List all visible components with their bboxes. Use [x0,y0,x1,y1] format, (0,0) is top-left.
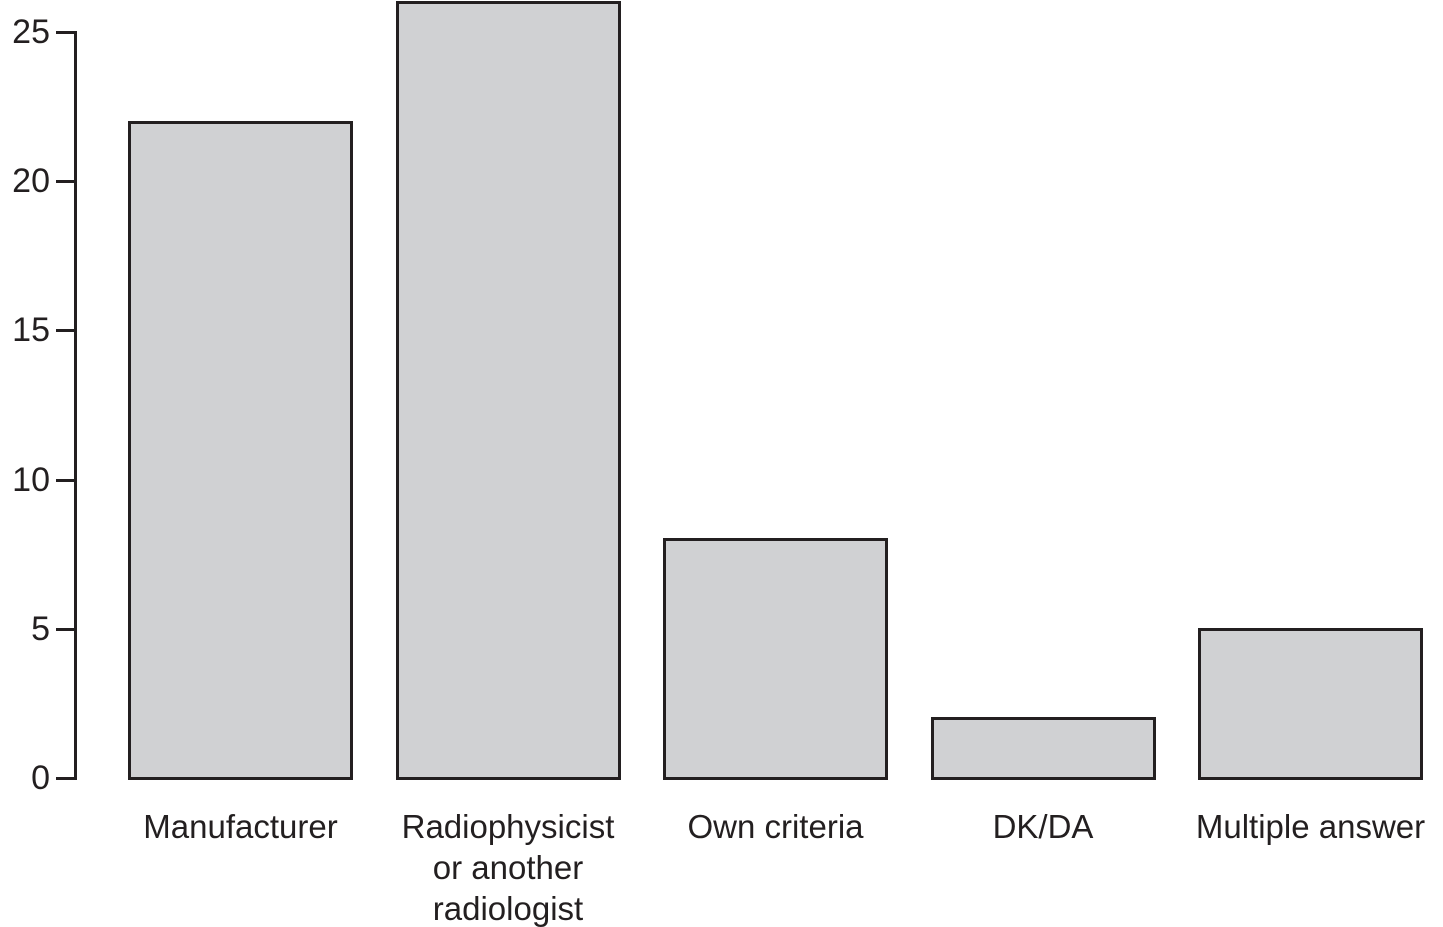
bar [1198,627,1423,780]
x-axis-label-line: Manufacturer [143,808,338,845]
y-tick [56,777,74,780]
y-tick-label: 20 [12,162,50,201]
y-tick-label: 25 [12,13,50,51]
y-tick [56,329,74,333]
x-axis-label-line: Multiple answer [1195,808,1426,845]
x-axis-label: Manufacturer [81,806,401,847]
y-tick-label: 0 [31,759,50,797]
y-tick [56,31,74,34]
y-tick-label: 15 [12,311,50,350]
x-axis-label: Radiophysicist or another radiologist [348,806,668,927]
x-axis-label-line: Radiophysicist [401,808,615,845]
y-tick [56,180,74,184]
y-tick [56,627,74,631]
y-tick [56,478,74,482]
y-tick-label: 5 [31,609,50,648]
y-axis-line [74,31,77,780]
bar [663,538,888,780]
x-axis-label-line: DK/DA [992,808,1094,845]
x-axis-label: Multiple answer [1151,806,1443,847]
y-tick-label: 10 [12,460,50,499]
x-axis-label-line: Own criteria [687,808,864,845]
x-axis-label-line: radiologist [432,890,584,927]
bar [930,717,1156,780]
bar [395,1,621,780]
x-axis-label: DK/DA [883,806,1203,847]
x-axis-label-line: or another [432,849,584,886]
x-axis-label: Own criteria [616,806,936,847]
bar [128,120,353,780]
